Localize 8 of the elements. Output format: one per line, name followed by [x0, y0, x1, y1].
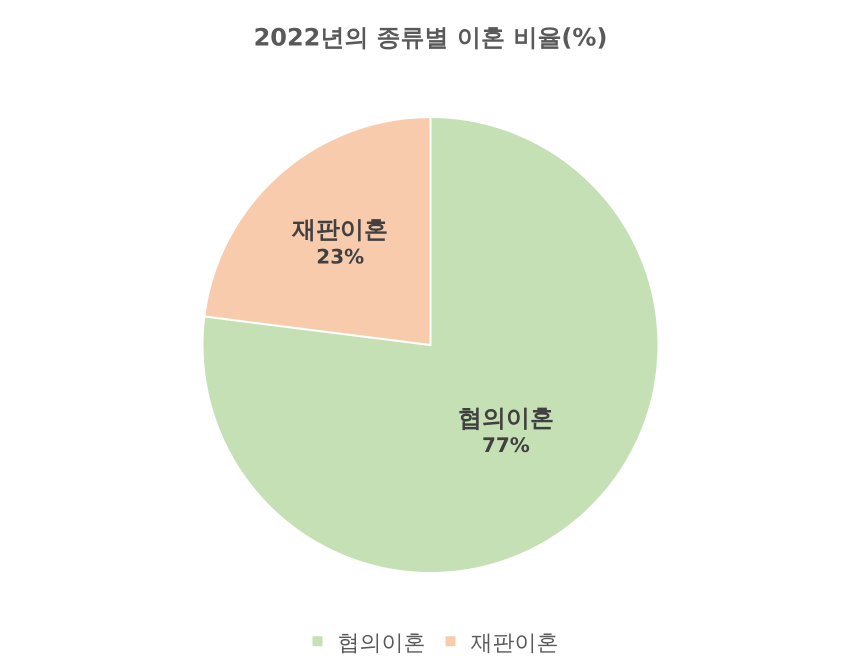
slice-label: 협의이혼 [458, 404, 554, 432]
chart-title: 2022년의 종류별 이혼 비율(%) [254, 23, 608, 52]
slice-label: 재판이혼 [291, 216, 388, 244]
data-label: 77% [482, 433, 530, 458]
legend-label: 협의이혼 [338, 630, 426, 656]
legend-label: 재판이혼 [470, 630, 558, 656]
pie-slice [202, 116, 660, 574]
data-label: 23% [316, 244, 364, 269]
